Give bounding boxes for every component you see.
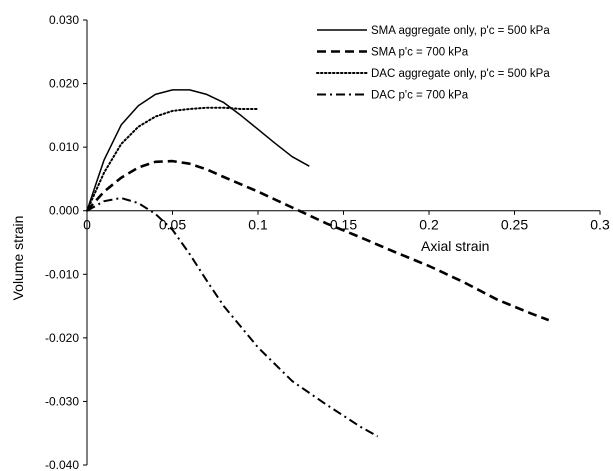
x-tick-label: 0.05 xyxy=(159,217,186,233)
legend: SMA aggregate only, p'c = 500 kPa SMA p'c… xyxy=(316,25,550,102)
legend-label-4: DAC p'c = 700 kPa xyxy=(371,90,469,102)
y-tick-label: 0.010 xyxy=(49,140,79,154)
axes xyxy=(86,20,600,465)
legend-label-2: SMA p'c = 700 kPa xyxy=(371,47,469,59)
y-tick-label: 0.030 xyxy=(49,13,79,27)
y-tick-label: 0.000 xyxy=(49,204,79,218)
x-axis-label: Axial strain xyxy=(421,238,489,254)
y-tick-label: -0.010 xyxy=(45,267,79,281)
series-line-4 xyxy=(86,197,379,438)
y-tick-label: -0.030 xyxy=(45,394,79,408)
y-tick-label: 0.020 xyxy=(49,77,79,91)
legend-label-1: SMA aggregate only, p'c = 500 kPa xyxy=(371,25,550,37)
legend-label-3: DAC aggregate only, p'c = 500 kPa xyxy=(371,68,550,80)
x-tick-label: 0.3 xyxy=(590,217,610,233)
x-tick-label: 0.1 xyxy=(248,217,268,233)
y-tick-label: -0.020 xyxy=(45,331,79,345)
series-line-1 xyxy=(86,89,310,211)
axis-ticks: 0.030 0.020 0.010 0.000 -0.010 -0.020 -0.030 -0… xyxy=(45,13,610,471)
x-tick-label: 0.2 xyxy=(419,217,439,233)
x-tick-label: 0 xyxy=(83,217,91,233)
x-tick-label: 0.25 xyxy=(501,217,528,233)
series-line-3 xyxy=(86,106,259,212)
y-axis-label: Volume strain xyxy=(10,216,26,301)
series-layer xyxy=(86,89,550,438)
y-tick-label: -0.040 xyxy=(45,458,79,471)
